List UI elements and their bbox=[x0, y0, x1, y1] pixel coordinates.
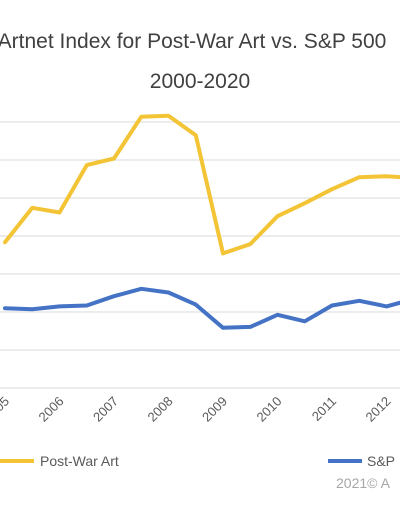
legend: Post-War Art S&P bbox=[0, 453, 395, 469]
x-tick-label: 2012 bbox=[363, 394, 394, 425]
x-tick-label: 2006 bbox=[36, 394, 67, 425]
legend-label-post-war-art: Post-War Art bbox=[40, 453, 119, 469]
x-axis-ticks: 2005200620072008200920102011201220132014… bbox=[0, 394, 394, 425]
x-tick-label: 2010 bbox=[254, 394, 285, 425]
chart-title-line-2: 2000-2020 bbox=[149, 70, 251, 93]
x-tick-label: 2011 bbox=[309, 394, 339, 424]
legend-label-sp: S&P bbox=[367, 453, 395, 469]
watermark-text: 2021© A bbox=[336, 475, 390, 491]
x-tick-label: 2009 bbox=[199, 394, 230, 425]
x-tick-label: 2008 bbox=[145, 394, 176, 425]
series-line-post-war-art bbox=[3, 113, 400, 256]
chart-title-line-1: Artnet Index for Post-War Art vs. S&P 50… bbox=[0, 30, 387, 53]
x-tick-label: 2007 bbox=[90, 394, 121, 425]
series-line-sp bbox=[3, 286, 400, 330]
x-tick-label: 2005 bbox=[0, 394, 12, 425]
series-lines bbox=[3, 113, 400, 330]
